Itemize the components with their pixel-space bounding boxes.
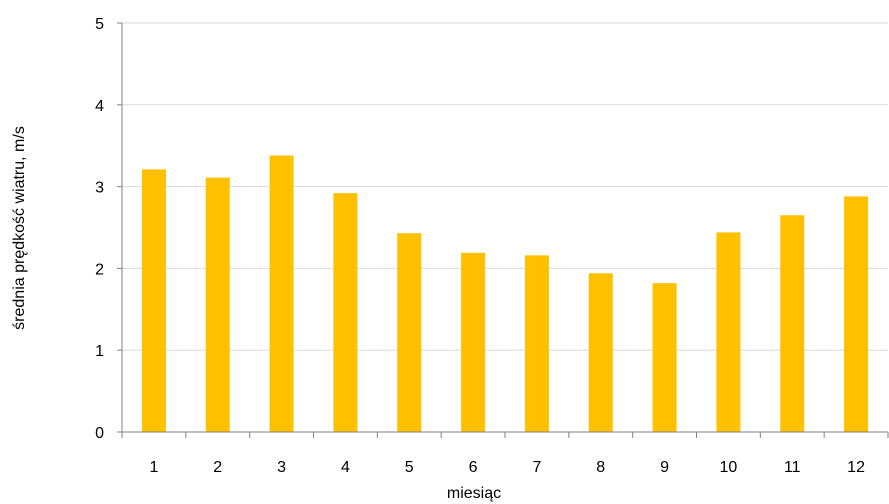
x-tick-label: 12 bbox=[847, 459, 865, 476]
axes bbox=[117, 23, 888, 438]
bar bbox=[716, 232, 740, 432]
y-tick-labels: 0 1 2 3 4 5 bbox=[95, 16, 104, 442]
bar bbox=[844, 196, 868, 432]
y-tick-label: 3 bbox=[95, 180, 104, 197]
bar bbox=[653, 283, 677, 432]
bar bbox=[333, 193, 357, 432]
y-tick-label: 1 bbox=[95, 343, 104, 360]
x-tick-label: 10 bbox=[720, 459, 738, 476]
bar bbox=[142, 169, 166, 432]
bar-series bbox=[142, 156, 868, 432]
y-axis-title: średnia prędkość wiatru, m/s bbox=[11, 126, 28, 330]
x-tick-label: 2 bbox=[213, 459, 222, 476]
gridlines bbox=[122, 23, 888, 350]
x-tick-label: 8 bbox=[596, 459, 605, 476]
x-tick-label: 9 bbox=[660, 459, 669, 476]
x-tick-label: 6 bbox=[469, 459, 478, 476]
x-axis-title: miesiąc bbox=[447, 485, 501, 502]
y-tick-label: 2 bbox=[95, 261, 104, 278]
x-tick-label: 4 bbox=[341, 459, 350, 476]
x-tick-label: 3 bbox=[277, 459, 286, 476]
bar bbox=[270, 156, 294, 432]
x-tick-label: 5 bbox=[405, 459, 414, 476]
y-tick-label: 0 bbox=[95, 425, 104, 442]
x-tick-labels: 123456789101112 bbox=[149, 459, 865, 476]
y-tick-label: 4 bbox=[95, 98, 104, 115]
bar bbox=[461, 253, 485, 432]
bar bbox=[206, 178, 230, 432]
x-tick-label: 11 bbox=[784, 459, 801, 476]
x-tick-label: 1 bbox=[149, 459, 158, 476]
x-tick-label: 7 bbox=[532, 459, 541, 476]
bar bbox=[589, 273, 613, 432]
bar bbox=[780, 215, 804, 432]
bar bbox=[397, 233, 421, 432]
y-tick-label: 5 bbox=[95, 16, 104, 33]
bar bbox=[525, 255, 549, 432]
